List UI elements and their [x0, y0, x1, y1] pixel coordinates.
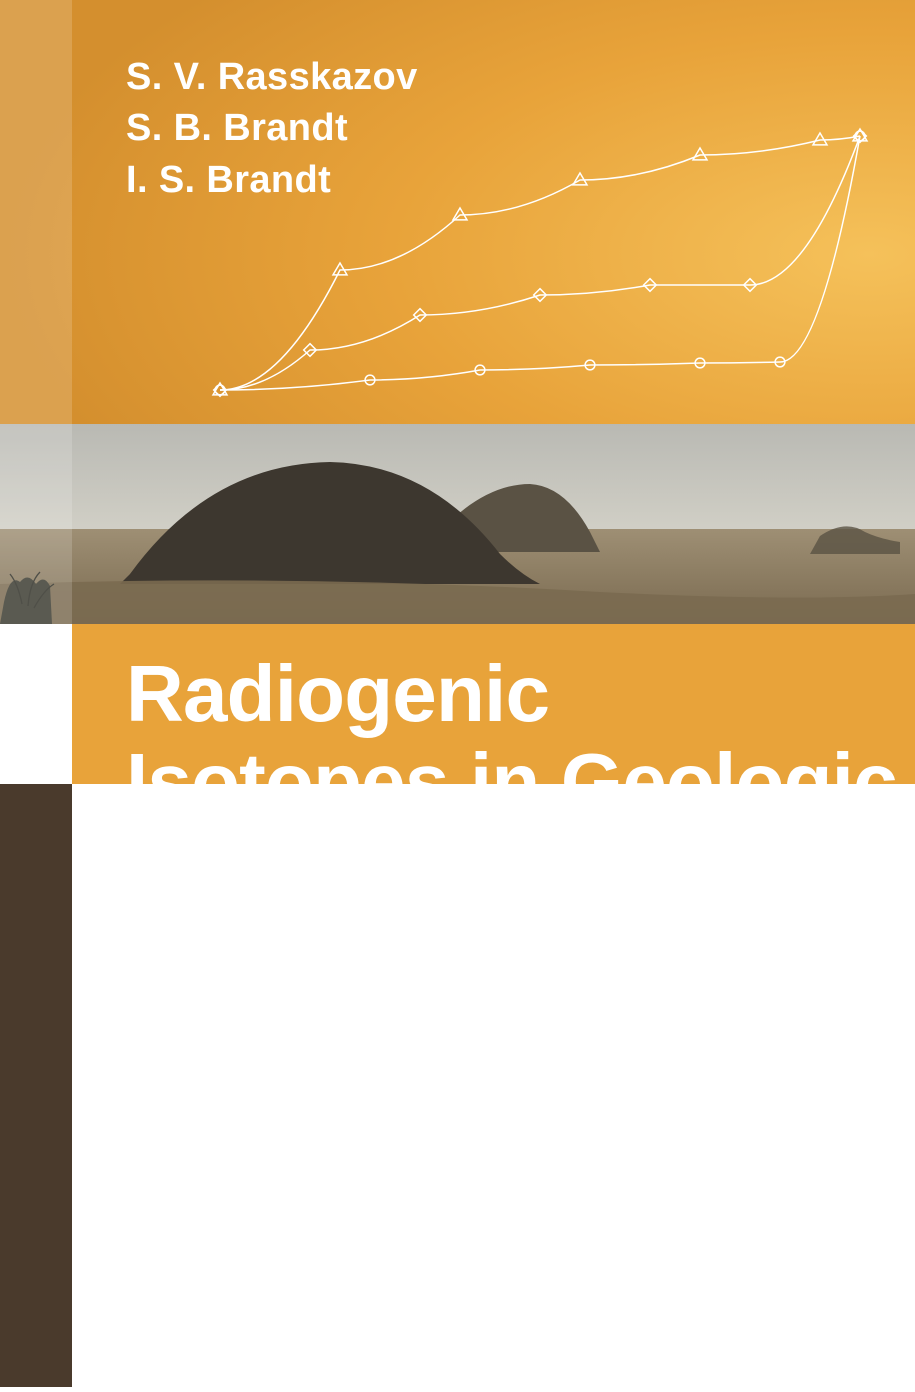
author-3: I. S. Brandt	[126, 155, 418, 206]
author-2: S. B. Brandt	[126, 103, 418, 154]
author-1: S. V. Rasskazov	[126, 52, 418, 103]
accent-strip	[0, 784, 72, 1387]
book-cover: S. V. Rasskazov S. B. Brandt I. S. Brand…	[0, 0, 915, 1387]
title-line-1: Radiogenic	[126, 650, 897, 738]
photo-band	[0, 424, 915, 624]
left-vert-strip	[0, 0, 72, 780]
authors-block: S. V. Rasskazov S. B. Brandt I. S. Brand…	[126, 52, 418, 206]
title-block: Radiogenic Isotopes in Geologic	[72, 624, 915, 784]
title-line-2: Isotopes in Geologic	[126, 738, 897, 826]
book-title: Radiogenic Isotopes in Geologic	[126, 650, 897, 826]
